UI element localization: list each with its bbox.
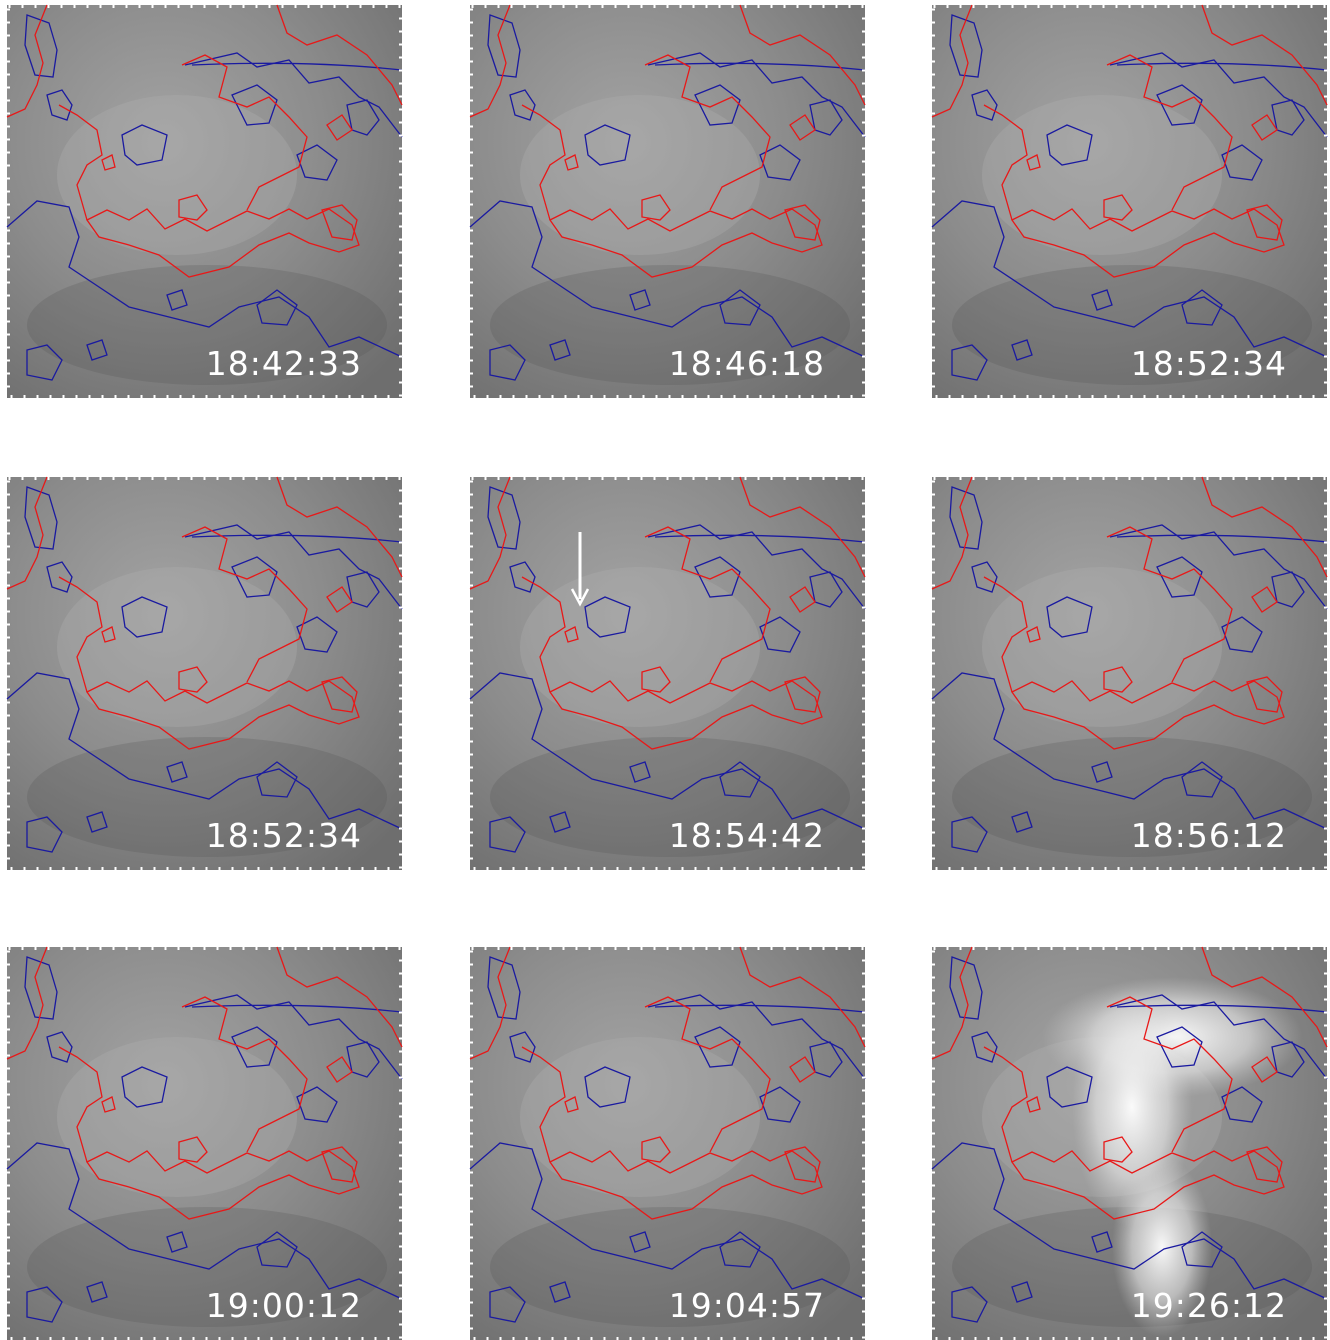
- bright-loop: [520, 567, 760, 727]
- bright-loop: [982, 567, 1222, 727]
- timestamp: 19:04:57: [669, 1286, 825, 1325]
- timestamp: 18:46:18: [669, 344, 825, 383]
- timestamp: 18:42:33: [206, 344, 362, 383]
- bright-loop: [57, 567, 297, 727]
- figure: 18:42:33 18:46:18 18:52:34 18:52:34 18:54:42…: [0, 0, 1330, 1340]
- timestamp: 18:52:34: [1131, 344, 1287, 383]
- image-panel: 18:56:12: [932, 477, 1327, 870]
- bright-loop: [520, 1037, 760, 1197]
- page: 18:42:33 18:46:18 18:52:34 18:52:34 18:54:42…: [0, 0, 1330, 1340]
- timestamp: 18:52:34: [206, 816, 362, 855]
- bright-loop: [57, 1037, 297, 1197]
- image-panel: 19:26:12: [932, 947, 1327, 1340]
- image-panel: 18:52:34: [932, 5, 1327, 398]
- bright-loop: [57, 95, 297, 255]
- timestamp: 18:56:12: [1131, 816, 1287, 855]
- image-panel: 18:52:34: [7, 477, 402, 870]
- image-panel: 18:46:18: [470, 5, 865, 398]
- timestamp: 18:54:42: [669, 816, 825, 855]
- timestamp: 19:26:12: [1131, 1286, 1287, 1325]
- bright-loop: [520, 95, 760, 255]
- image-panel: 19:00:12: [7, 947, 402, 1340]
- timestamp: 19:00:12: [206, 1286, 362, 1325]
- image-panel: 18:42:33: [7, 5, 402, 398]
- image-panel: 18:54:42: [470, 477, 865, 870]
- bright-loop: [982, 95, 1222, 255]
- image-panel: 19:04:57: [470, 947, 865, 1340]
